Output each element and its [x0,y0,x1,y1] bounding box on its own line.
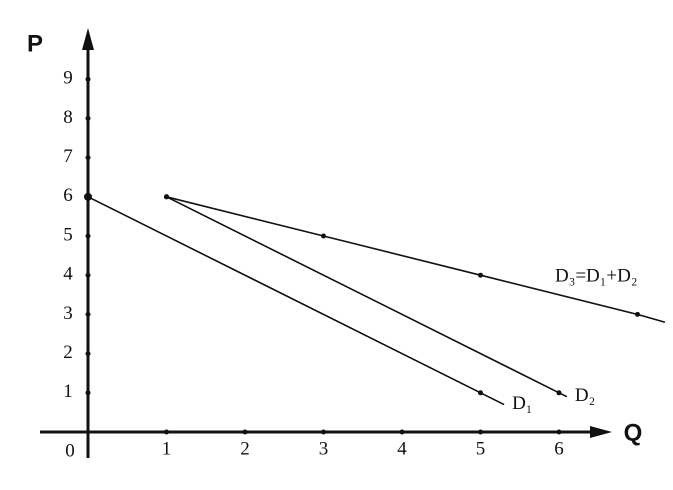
y-tick [85,311,91,317]
origin-label: 0 [65,440,75,461]
y-axis-arrow [82,28,94,50]
x-tick-label: 2 [240,438,250,459]
y-tick [85,390,91,396]
y-tick-label: 9 [63,68,73,89]
series-label: D₁ [512,393,532,414]
y-tick [85,76,91,82]
y-tick-label: 7 [63,146,73,167]
point [321,233,327,239]
x-tick [478,429,484,435]
point [84,192,92,201]
point [635,311,641,317]
y-tick [85,233,91,239]
x-axis-title: Q [624,419,643,446]
x-tick [321,429,327,435]
demand-line [87,196,505,406]
y-tick-label: 3 [63,303,73,324]
x-tick-label: 3 [319,438,329,459]
x-tick [164,429,170,435]
y-tick [85,155,91,161]
x-tick-label: 4 [397,438,407,459]
x-tick [242,429,248,435]
series-label: D₃=D₁+D₂ [555,266,637,287]
x-axis-arrow [590,426,612,438]
y-tick-label: 2 [63,342,73,363]
y-tick [85,351,91,357]
y-tick-label: 6 [63,185,73,206]
point [164,194,170,200]
x-tick [556,429,562,435]
demand-line [166,196,666,324]
y-tick-label: 1 [63,381,73,402]
point [478,390,484,396]
y-tick-label: 5 [63,224,73,245]
y-tick-label: 8 [63,107,73,128]
demand-line [166,196,568,398]
y-tick-label: 4 [63,264,73,285]
series-label: D₂ [575,385,595,406]
x-tick [399,429,405,435]
x-tick-label: 6 [554,438,564,459]
x-tick-label: 1 [162,438,172,459]
x-tick-label: 5 [476,438,486,459]
point [556,390,562,396]
y-tick [85,115,91,121]
point [478,272,484,278]
y-axis-title: P [27,30,43,57]
y-tick [85,272,91,278]
